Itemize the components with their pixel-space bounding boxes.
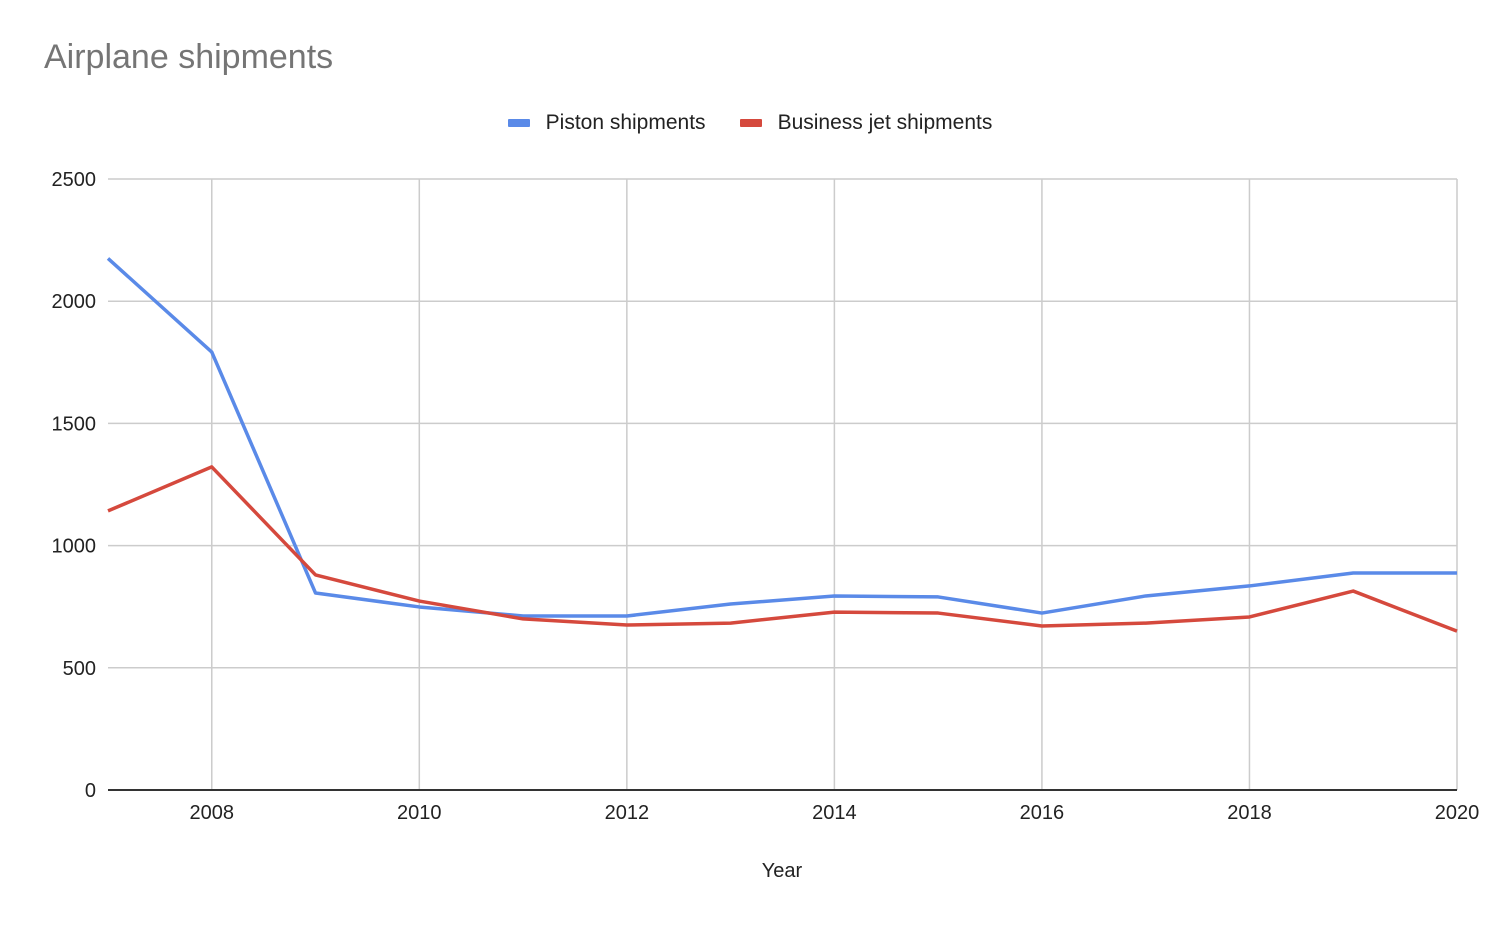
x-axis-title: Year — [762, 860, 803, 882]
y-axis-ticks: 0 500 1000 1500 2000 2500 — [52, 169, 97, 802]
piston-shipments-line[interactable] — [106, 257, 1457, 618]
x-tick-label: 2012 — [605, 802, 650, 824]
legend-label-piston: Piston shipments — [545, 111, 706, 134]
y-tick-label: 1000 — [52, 536, 97, 558]
x-tick-label: 2020 — [1435, 802, 1480, 824]
y-tick-label: 1500 — [52, 413, 97, 435]
series-lines — [106, 257, 1458, 633]
legend-item-piston[interactable]: Piston shipments — [507, 111, 706, 135]
x-tick-label: 2016 — [1020, 802, 1065, 824]
y-tick-label: 0 — [85, 780, 96, 802]
x-tick-label: 2018 — [1227, 802, 1272, 824]
legend-swatch-business-jet — [739, 119, 762, 127]
y-tick-label: 2500 — [52, 169, 97, 191]
legend-item-business-jet[interactable]: Business jet shipments — [739, 111, 993, 135]
legend: Piston shipments Business jet shipments — [0, 111, 1500, 135]
x-axis-ticks: 2008 2010 2012 2014 2016 2018 2020 — [190, 802, 1480, 824]
y-tick-label: 500 — [63, 658, 96, 680]
x-tick-label: 2014 — [812, 802, 857, 824]
x-tick-label: 2010 — [397, 802, 442, 824]
chart-title: Airplane shipments — [44, 38, 334, 76]
legend-swatch-piston — [507, 119, 530, 127]
y-tick-label: 2000 — [52, 291, 97, 313]
gridlines — [108, 178, 1458, 790]
x-tick-label: 2008 — [190, 802, 235, 824]
business-jet-shipments-line[interactable] — [107, 465, 1458, 633]
legend-label-business-jet: Business jet shipments — [777, 111, 993, 134]
